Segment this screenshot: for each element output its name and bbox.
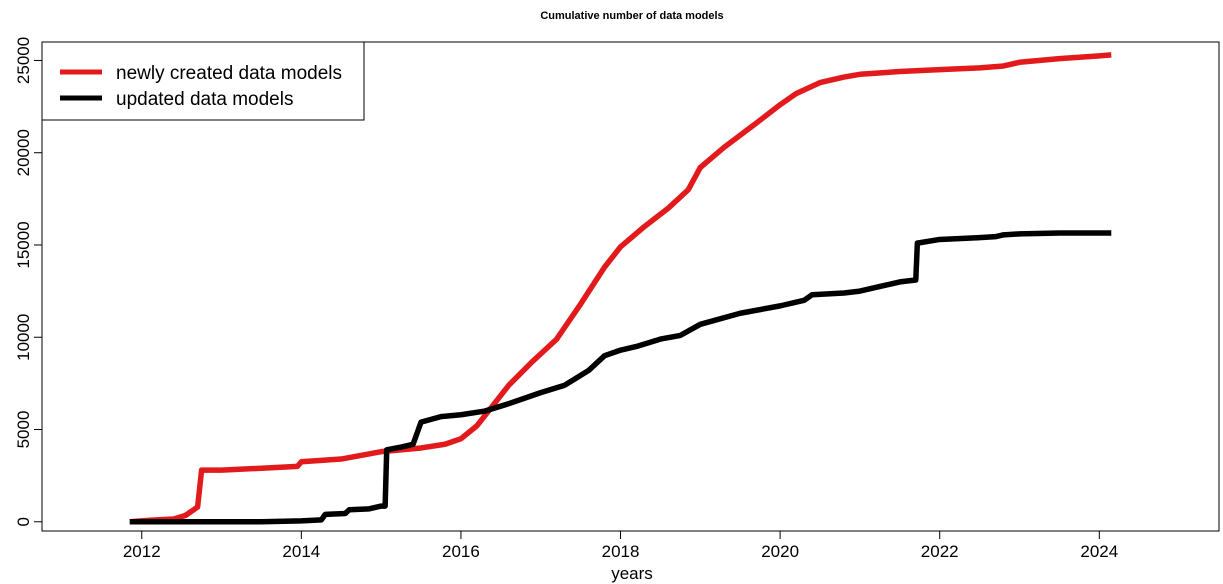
y-tick-label: 0 xyxy=(14,517,33,526)
y-tick-label: 25000 xyxy=(14,37,33,84)
series-line-newly-created xyxy=(129,52,1112,525)
legend-label-updated: updated data models xyxy=(116,89,293,110)
x-tick-label: 2014 xyxy=(282,542,320,561)
x-axis-label: years xyxy=(611,564,653,583)
y-tick-label: 10000 xyxy=(14,314,33,361)
series-line-updated xyxy=(129,230,1112,525)
y-tick-label: 20000 xyxy=(14,129,33,176)
plot-area-frame xyxy=(41,41,1220,532)
x-tick-label: 2012 xyxy=(123,542,161,561)
y-tick-label: 5000 xyxy=(14,411,33,449)
y-tick-label: 15000 xyxy=(14,221,33,268)
x-tick-label: 2022 xyxy=(921,542,959,561)
legend: newly created data models updated data m… xyxy=(41,41,365,121)
legend-box xyxy=(41,41,365,121)
axis-ticks: 2012 2014 2016 2018 2020 2022 2024 0 5000 10000 15… xyxy=(14,37,1118,561)
x-tick-label: 2024 xyxy=(1080,542,1118,561)
series-layer xyxy=(129,52,1112,525)
x-tick-label: 2018 xyxy=(602,542,640,561)
x-tick-label: 2016 xyxy=(442,542,480,561)
legend-label-new: newly created data models xyxy=(116,63,342,84)
x-tick-label: 2020 xyxy=(761,542,799,561)
chart-title: Cumulative number of data models xyxy=(540,10,723,22)
